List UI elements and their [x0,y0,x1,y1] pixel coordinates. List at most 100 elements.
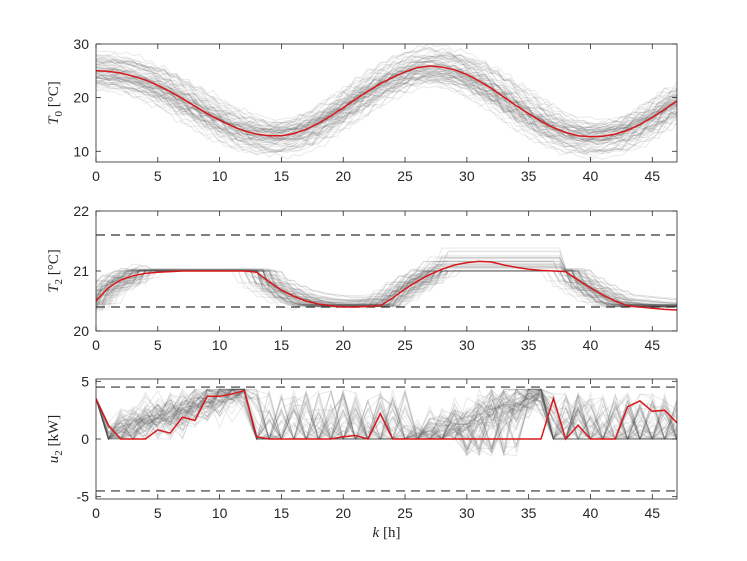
x-tick-label: 35 [521,337,537,353]
ensemble-line [96,388,677,450]
panel-t2: 0 5 10 15 20 25 30 35 40 45 20 21 22 T2 [°C] [46,203,678,353]
ensemble-line [96,387,677,456]
ensemble-line [96,261,677,306]
ensemble-lines [96,387,677,458]
ensemble-line [96,388,677,453]
ensemble-line [96,251,677,301]
ensemble-line [96,54,677,126]
ensemble-line [96,260,677,306]
x-axis-label: k [h] [373,525,401,541]
ensemble-line [96,255,677,303]
ensemble-line [96,46,677,131]
ensemble-line [96,60,677,133]
x-tick-label: 30 [459,505,475,521]
ensemble-line [96,388,677,451]
ensemble-line [96,388,677,441]
ensemble-line [96,388,677,456]
y-label-unit: [kW] [46,415,62,450]
ensemble-line [96,388,677,454]
ensemble-line [96,388,677,448]
x-tick-label: 45 [644,337,660,353]
y-label-symbol: u [46,456,62,464]
ensemble-line [96,75,677,147]
ensemble-line [96,388,677,454]
x-tick-label: 25 [397,337,413,353]
ensemble-line [96,58,677,129]
plot-area [96,234,677,312]
y-label-subscript: 2 [53,279,65,285]
ensemble-line [96,388,677,441]
ensemble-line [96,388,677,449]
x-tick-label: 10 [212,168,228,184]
ensemble-line [96,388,677,441]
ensemble-line [96,79,677,155]
ensemble-line [96,388,677,441]
x-tick-label: 35 [521,168,537,184]
ensemble-line [96,388,677,440]
ensemble-line [96,387,677,441]
ensemble-line [96,388,677,457]
y-axis-label: T0 [°C] [46,81,65,125]
y-tick-label: 0 [81,431,89,447]
ensemble-line [96,261,677,306]
ensemble-line [96,76,677,159]
x-tick-label: 45 [644,505,660,521]
ensemble-line [96,67,677,146]
ensemble-line [96,388,677,453]
ensemble-line [96,77,677,149]
y-label-symbol: T [46,283,62,293]
ensemble-line [96,72,677,148]
ensemble-line [96,388,677,457]
mean-trajectory-line [96,65,677,138]
y-tick-label: 22 [73,203,89,219]
ensemble-line [96,388,677,452]
ensemble-line [96,77,677,151]
x-tick-label: 40 [583,168,599,184]
ensemble-line [96,388,677,455]
ensemble-line [96,75,677,154]
ensemble-line [96,388,677,441]
ensemble-line [96,51,677,132]
ensemble-line [96,61,677,135]
ensemble-line [96,53,677,133]
ensemble-line [96,53,677,139]
ensemble-line [96,388,677,452]
ensemble-line [96,65,677,137]
ensemble-line [96,65,677,143]
ensemble-line [96,49,677,130]
y-tick-label: -5 [77,489,90,505]
ensemble-line [96,388,677,450]
x-tick-label: 0 [92,168,100,184]
ensemble-line [96,388,677,451]
ensemble-line [96,387,677,440]
ensemble-line [96,63,677,144]
x-tick-label: 30 [459,168,475,184]
ensemble-line [96,388,677,440]
ensemble-line [96,257,677,304]
plot-area [96,44,677,161]
x-tick-label: 45 [644,168,660,184]
ensemble-line [96,388,677,458]
ensemble-line [96,53,677,134]
y-tick-label: 20 [73,90,89,106]
ensemble-line [96,56,677,136]
ensemble-line [96,56,677,132]
ensemble-line [96,388,677,451]
y-tick-label: 30 [73,36,89,52]
ensemble-line [96,64,677,142]
ensemble-line [96,388,677,440]
y-label-symbol: T [46,115,62,125]
ensemble-line [96,78,677,153]
ensemble-line [96,63,677,145]
plot-area [96,386,677,492]
ensemble-line [96,390,677,453]
ensemble-line [96,70,677,136]
ensemble-line [96,388,677,457]
y-tick-label: 21 [73,263,89,279]
ensemble-line [96,257,677,304]
x-tick-label: 20 [335,168,351,184]
ensemble-line [96,44,677,127]
x-tick-label: 40 [583,505,599,521]
